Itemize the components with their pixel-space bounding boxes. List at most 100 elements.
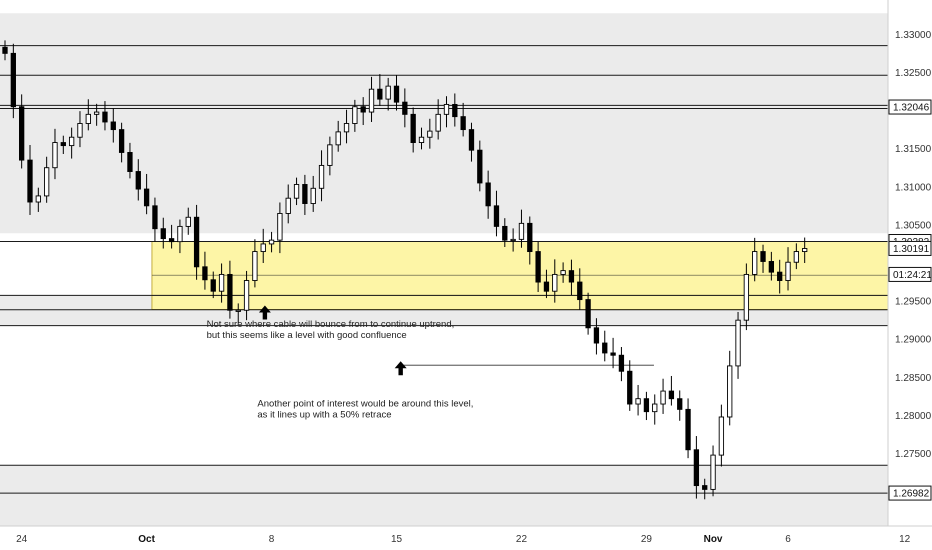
- candle[interactable]: [318, 150, 325, 202]
- candle[interactable]: [685, 398, 691, 459]
- candle[interactable]: [85, 99, 91, 131]
- candle[interactable]: [302, 174, 308, 215]
- candle[interactable]: [593, 318, 600, 355]
- candle[interactable]: [677, 390, 683, 421]
- candle[interactable]: [2, 40, 8, 61]
- candle[interactable]: [243, 270, 250, 321]
- candle[interactable]: [77, 111, 83, 148]
- candle[interactable]: [452, 93, 458, 127]
- candle[interactable]: [727, 350, 733, 426]
- candle[interactable]: [293, 177, 300, 206]
- candle[interactable]: [127, 142, 133, 179]
- candle[interactable]: [135, 159, 141, 201]
- candle[interactable]: [660, 378, 666, 414]
- candle[interactable]: [518, 209, 525, 248]
- candle[interactable]: [477, 140, 483, 192]
- candle[interactable]: [510, 228, 516, 252]
- candle[interactable]: [710, 445, 716, 497]
- candle[interactable]: [377, 74, 383, 106]
- candle[interactable]: [752, 237, 758, 282]
- candle[interactable]: [527, 216, 533, 265]
- candle[interactable]: [60, 135, 66, 154]
- candle[interactable]: [310, 175, 316, 212]
- candle[interactable]: [585, 292, 591, 335]
- candle[interactable]: [610, 337, 616, 369]
- candle[interactable]: [260, 228, 266, 263]
- candle[interactable]: [277, 202, 283, 254]
- candle[interactable]: [577, 268, 583, 310]
- candle[interactable]: [627, 360, 633, 411]
- candle[interactable]: [702, 478, 708, 500]
- time-axis[interactable]: [0, 526, 932, 550]
- candle[interactable]: [552, 259, 558, 303]
- candle[interactable]: [152, 197, 158, 242]
- candle[interactable]: [643, 391, 650, 421]
- candle[interactable]: [485, 170, 491, 219]
- candle[interactable]: [285, 184, 291, 224]
- candle[interactable]: [793, 243, 800, 270]
- candle[interactable]: [235, 303, 241, 324]
- candle[interactable]: [143, 173, 150, 215]
- candle[interactable]: [68, 127, 75, 159]
- candle[interactable]: [93, 103, 100, 126]
- candle[interactable]: [185, 207, 191, 235]
- candle[interactable]: [227, 260, 233, 319]
- candle[interactable]: [52, 128, 58, 180]
- candle[interactable]: [543, 269, 550, 299]
- candle[interactable]: [385, 77, 391, 111]
- candle[interactable]: [693, 436, 700, 499]
- candle[interactable]: [352, 99, 358, 132]
- candle[interactable]: [743, 263, 750, 331]
- candle[interactable]: [618, 347, 625, 382]
- candle[interactable]: [735, 311, 741, 379]
- candle[interactable]: [118, 122, 125, 163]
- candle[interactable]: [44, 156, 50, 203]
- candle[interactable]: [343, 109, 350, 144]
- candle[interactable]: [568, 259, 575, 296]
- candle[interactable]: [160, 217, 166, 249]
- candle[interactable]: [218, 263, 225, 303]
- candle[interactable]: [202, 251, 208, 290]
- candle[interactable]: [177, 219, 183, 254]
- candle[interactable]: [393, 75, 400, 111]
- candle[interactable]: [19, 94, 25, 169]
- candle[interactable]: [110, 108, 116, 143]
- candle[interactable]: [10, 43, 16, 119]
- candle[interactable]: [368, 76, 375, 122]
- candle[interactable]: [468, 122, 475, 162]
- candle[interactable]: [443, 96, 450, 128]
- candle[interactable]: [560, 262, 566, 283]
- candle[interactable]: [360, 97, 366, 126]
- candle[interactable]: [35, 187, 41, 212]
- candle[interactable]: [668, 375, 675, 406]
- price-axis[interactable]: [888, 0, 932, 526]
- candle[interactable]: [652, 394, 658, 425]
- candle[interactable]: [335, 120, 341, 152]
- candle[interactable]: [502, 218, 508, 247]
- candle[interactable]: [493, 190, 500, 237]
- candle[interactable]: [777, 259, 783, 294]
- candle[interactable]: [402, 88, 408, 128]
- candle[interactable]: [427, 118, 433, 149]
- candle[interactable]: [785, 247, 791, 291]
- candle[interactable]: [635, 384, 641, 416]
- candle[interactable]: [410, 107, 416, 153]
- candle[interactable]: [460, 102, 466, 137]
- candle[interactable]: [418, 127, 425, 150]
- candle[interactable]: [210, 271, 216, 299]
- candle[interactable]: [102, 101, 108, 131]
- candle[interactable]: [602, 330, 608, 362]
- candle[interactable]: [535, 241, 541, 292]
- candle[interactable]: [193, 204, 200, 280]
- candle[interactable]: [802, 237, 808, 263]
- candle[interactable]: [327, 136, 333, 176]
- candle[interactable]: [768, 251, 775, 281]
- candle[interactable]: [718, 404, 725, 467]
- candle[interactable]: [268, 231, 275, 253]
- candle[interactable]: [168, 224, 175, 249]
- candle[interactable]: [760, 244, 766, 273]
- candle[interactable]: [27, 144, 33, 215]
- candle[interactable]: [252, 239, 258, 288]
